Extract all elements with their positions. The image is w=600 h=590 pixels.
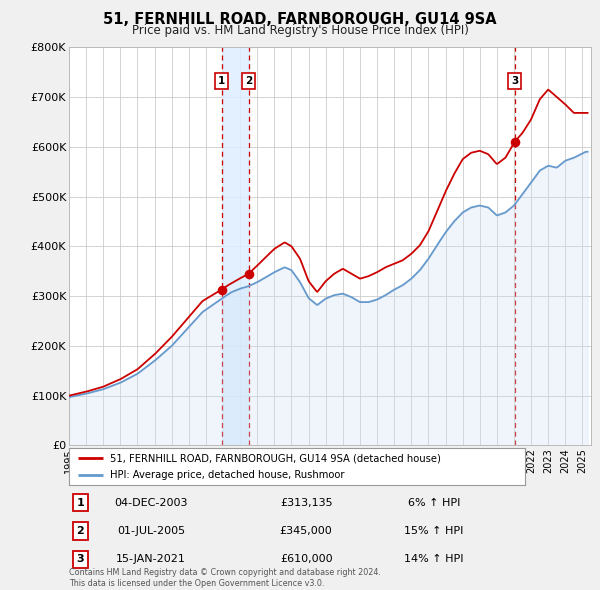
- Text: £313,135: £313,135: [280, 498, 332, 507]
- Point: [244, 269, 254, 278]
- Text: 1: 1: [218, 76, 225, 86]
- Text: 15-JAN-2021: 15-JAN-2021: [116, 555, 186, 564]
- Point: [510, 137, 520, 146]
- Text: 2: 2: [245, 76, 253, 86]
- Text: 2: 2: [77, 526, 84, 536]
- Text: 6% ↑ HPI: 6% ↑ HPI: [407, 498, 460, 507]
- Text: HPI: Average price, detached house, Rushmoor: HPI: Average price, detached house, Rush…: [110, 470, 344, 480]
- Text: £610,000: £610,000: [280, 555, 332, 564]
- Text: Contains HM Land Registry data © Crown copyright and database right 2024.
This d: Contains HM Land Registry data © Crown c…: [69, 568, 381, 588]
- Text: 04-DEC-2003: 04-DEC-2003: [115, 498, 188, 507]
- Text: £345,000: £345,000: [280, 526, 332, 536]
- Text: 3: 3: [77, 555, 84, 564]
- Text: 3: 3: [511, 76, 518, 86]
- Text: Price paid vs. HM Land Registry's House Price Index (HPI): Price paid vs. HM Land Registry's House …: [131, 24, 469, 37]
- Text: 51, FERNHILL ROAD, FARNBOROUGH, GU14 9SA: 51, FERNHILL ROAD, FARNBOROUGH, GU14 9SA: [103, 12, 497, 27]
- Bar: [221, 47, 249, 445]
- Text: 51, FERNHILL ROAD, FARNBOROUGH, GU14 9SA (detached house): 51, FERNHILL ROAD, FARNBOROUGH, GU14 9SA…: [110, 453, 441, 463]
- Text: 1: 1: [77, 498, 84, 507]
- Text: 14% ↑ HPI: 14% ↑ HPI: [404, 555, 464, 564]
- Text: 15% ↑ HPI: 15% ↑ HPI: [404, 526, 463, 536]
- Point: [217, 285, 226, 294]
- Text: 01-JUL-2005: 01-JUL-2005: [117, 526, 185, 536]
